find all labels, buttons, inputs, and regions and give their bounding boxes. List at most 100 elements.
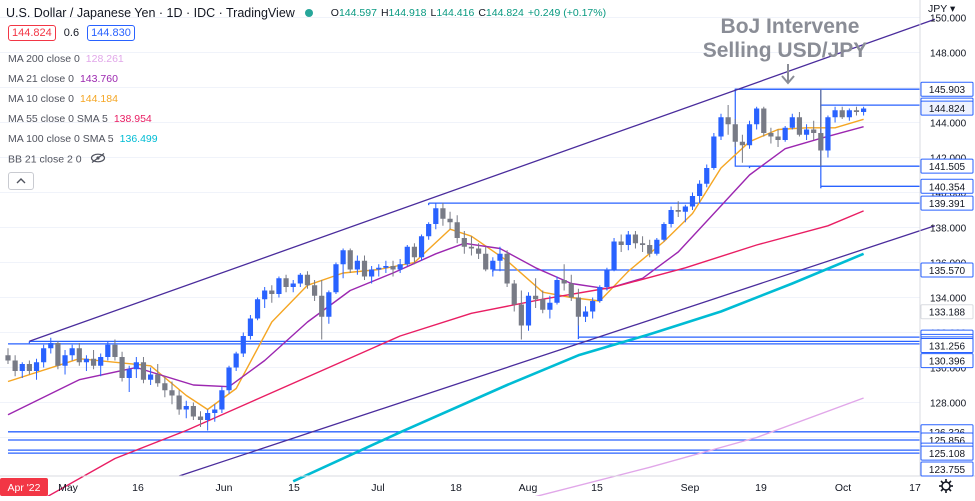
candle-body xyxy=(497,253,503,261)
settings-icon[interactable] xyxy=(939,479,953,493)
candle-body xyxy=(775,136,781,140)
candle-body xyxy=(311,285,318,296)
channel-top-line[interactable] xyxy=(29,18,936,342)
candle-body xyxy=(661,224,667,240)
collapse-legend-button[interactable] xyxy=(8,172,34,190)
ma-line-ma100 xyxy=(292,252,865,483)
price-badge xyxy=(920,338,974,354)
candle-body xyxy=(240,336,246,354)
indicator-row[interactable]: MA 10 close 0 144.184 xyxy=(8,93,118,105)
time-tick-label: Sep xyxy=(681,482,700,494)
arrow-down-icon xyxy=(781,64,795,85)
candle-body xyxy=(105,344,111,357)
currency-label: JPY xyxy=(928,3,948,15)
candle-body xyxy=(554,280,560,303)
candle-body xyxy=(212,409,218,413)
change-value: +0.249 (+0.17%) xyxy=(527,7,607,19)
candle-body xyxy=(732,124,738,142)
eye-crossed-icon[interactable] xyxy=(90,153,106,166)
candle-body xyxy=(689,196,696,207)
price-tick-label: 150.000 xyxy=(930,14,967,25)
candle-body xyxy=(41,348,47,363)
candle-body xyxy=(675,210,681,212)
price-badge xyxy=(920,445,974,461)
price-badge-label: 130.396 xyxy=(929,357,966,368)
trendlines[interactable] xyxy=(29,18,936,477)
indicator-row[interactable]: BB 21 close 2 0 xyxy=(8,153,106,166)
sell-price-button[interactable]: 144.824 xyxy=(8,25,56,41)
price-badge-label: 133.188 xyxy=(929,308,966,319)
candle-body xyxy=(169,390,175,396)
candle-body xyxy=(347,250,353,270)
candle-body xyxy=(604,269,610,287)
candle-body xyxy=(183,406,189,410)
candle-body xyxy=(468,246,475,249)
indicator-label: MA 10 close 0 xyxy=(8,93,74,105)
candle-body xyxy=(283,278,289,287)
price-badge-label: 139.391 xyxy=(929,199,966,210)
time-tick-label: 17 xyxy=(909,482,921,494)
currency-selector[interactable]: JPY ▾ xyxy=(928,3,955,15)
candle-body xyxy=(711,136,717,168)
channel-bottom-line[interactable] xyxy=(178,225,936,477)
candle-body xyxy=(668,210,674,224)
candle-body xyxy=(682,206,688,212)
price-badge-label: 131.256 xyxy=(929,342,966,353)
candle-body xyxy=(433,208,439,224)
close-value: 144.824 xyxy=(485,7,524,19)
indicator-value: 136.499 xyxy=(119,133,158,145)
candle-body xyxy=(119,357,125,378)
indicator-row[interactable]: MA 200 close 0 128.261 xyxy=(8,53,124,65)
candle-body xyxy=(354,260,360,270)
chevron-down-icon: ▾ xyxy=(950,3,956,15)
candle-body xyxy=(483,253,489,270)
candle-body xyxy=(226,367,232,391)
candle-body xyxy=(490,260,496,270)
candle-body xyxy=(618,241,624,245)
price-badge-label: 141.505 xyxy=(929,162,966,173)
candles xyxy=(5,89,867,431)
candle-body xyxy=(98,357,104,366)
candle-body xyxy=(219,390,225,410)
candle-body xyxy=(276,278,282,294)
indicator-row[interactable]: MA 55 close 0 SMA 5 138.954 xyxy=(8,113,152,125)
indicator-row[interactable]: MA 100 close 0 SMA 5 136.499 xyxy=(8,133,158,145)
candle-body xyxy=(561,280,567,284)
buy-price-button[interactable]: 144.830 xyxy=(87,25,135,41)
price-badge-label: 144.824 xyxy=(929,104,966,115)
indicator-row[interactable]: MA 21 close 0 143.760 xyxy=(8,73,118,85)
candle-body xyxy=(789,117,795,128)
candle-body xyxy=(411,246,418,258)
candle-body xyxy=(533,295,539,300)
candle-body xyxy=(26,364,32,371)
candle-body xyxy=(782,127,788,140)
candle-body xyxy=(262,290,268,300)
candle-body xyxy=(33,362,40,371)
price-badge xyxy=(920,100,974,116)
ohlc-readout: O144.597 H144.918 L144.416 C144.824 +0.249 (… xyxy=(330,7,607,19)
candle-body xyxy=(190,406,196,417)
indicator-label: BB 21 close 2 0 xyxy=(8,153,82,166)
candle-body xyxy=(447,218,453,223)
price-tick-label: 140.000 xyxy=(930,189,967,200)
candle-body xyxy=(112,344,118,357)
candle-body xyxy=(418,236,425,258)
candle-body xyxy=(140,362,147,380)
price-badge xyxy=(920,178,974,194)
candle-body xyxy=(597,287,603,301)
candle-body xyxy=(205,413,211,420)
candle-body xyxy=(803,129,810,135)
symbol-title[interactable]: U.S. Dollar / Japanese Yen · 1D · IDC · … xyxy=(6,6,295,20)
time-axis[interactable]: Apr '22 May 16 Jun 15 Jul 18 Aug 15 Sep 19 Oct 17 xyxy=(0,478,921,496)
price-badge xyxy=(920,262,974,278)
candle-body xyxy=(547,302,553,310)
candle-body xyxy=(197,416,204,420)
time-tick-label: 18 xyxy=(450,482,462,494)
price-badge xyxy=(920,461,974,477)
candle-body xyxy=(625,234,631,245)
candle-body xyxy=(390,266,396,270)
candle-body xyxy=(62,355,68,366)
time-tick-label: 19 xyxy=(755,482,767,494)
